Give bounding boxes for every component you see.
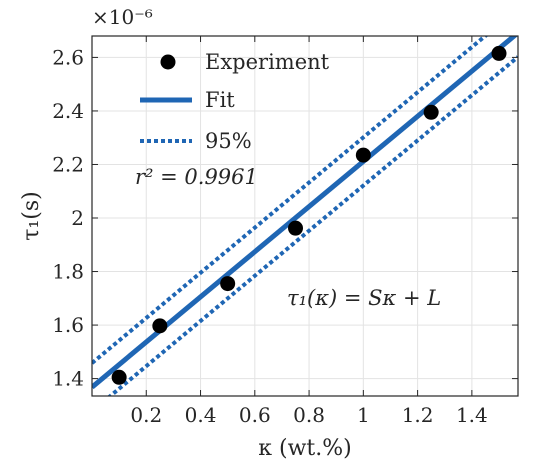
legend: Experiment Fit 95% xyxy=(140,50,330,153)
equation-annotation: τ₁(κ) = Sκ + L xyxy=(287,286,441,310)
x-axis-label: κ (wt.%) xyxy=(258,436,351,461)
grid xyxy=(92,36,518,396)
confidence-upper-line xyxy=(92,36,489,365)
r-squared-annotation: r² = 0.9961 xyxy=(135,165,258,189)
x-tick-label: 1 xyxy=(357,403,370,427)
x-tick-label: 1.2 xyxy=(402,403,434,427)
legend-label-95: 95% xyxy=(205,129,252,153)
y-tick-label: 2.6 xyxy=(52,45,84,69)
y-axis-label: τ₁(s) xyxy=(19,191,44,240)
experiment-point xyxy=(288,220,304,236)
y-multiplier-label: ×10⁻⁶ xyxy=(92,5,153,29)
experiment-point xyxy=(111,369,127,385)
experiment-point xyxy=(355,147,371,163)
x-tick-label: 0.2 xyxy=(130,403,162,427)
y-tick-label: 1.6 xyxy=(52,313,84,337)
y-tick-label: 1.8 xyxy=(52,260,84,284)
legend-marker-experiment xyxy=(160,54,176,70)
experiment-point xyxy=(220,276,236,292)
y-tick-label: 2 xyxy=(71,206,84,230)
x-tick-label: 1.4 xyxy=(456,403,488,427)
x-tick-label: 0.4 xyxy=(185,403,217,427)
y-tick-label: 1.4 xyxy=(52,367,84,391)
data-layer xyxy=(92,36,518,396)
y-tick-label: 2.2 xyxy=(52,152,84,176)
plot-area xyxy=(92,36,518,396)
confidence-lower-line xyxy=(107,55,518,396)
legend-label-experiment: Experiment xyxy=(205,50,330,74)
plot-frame xyxy=(91,35,519,397)
x-tick-label: 0.8 xyxy=(293,403,325,427)
experiment-point xyxy=(152,318,168,334)
experiment-point xyxy=(423,104,439,120)
legend-label-fit: Fit xyxy=(205,88,235,112)
x-tick-label: 0.6 xyxy=(239,403,271,427)
y-tick-label: 2.4 xyxy=(52,99,84,123)
ticks xyxy=(92,36,518,396)
experiment-point xyxy=(491,45,507,61)
tick-labels: 0.2 0.4 0.6 0.8 1 1.2 1.4 1.4 1.6 1.8 2 2.2 2.4 2.6 xyxy=(52,45,488,427)
